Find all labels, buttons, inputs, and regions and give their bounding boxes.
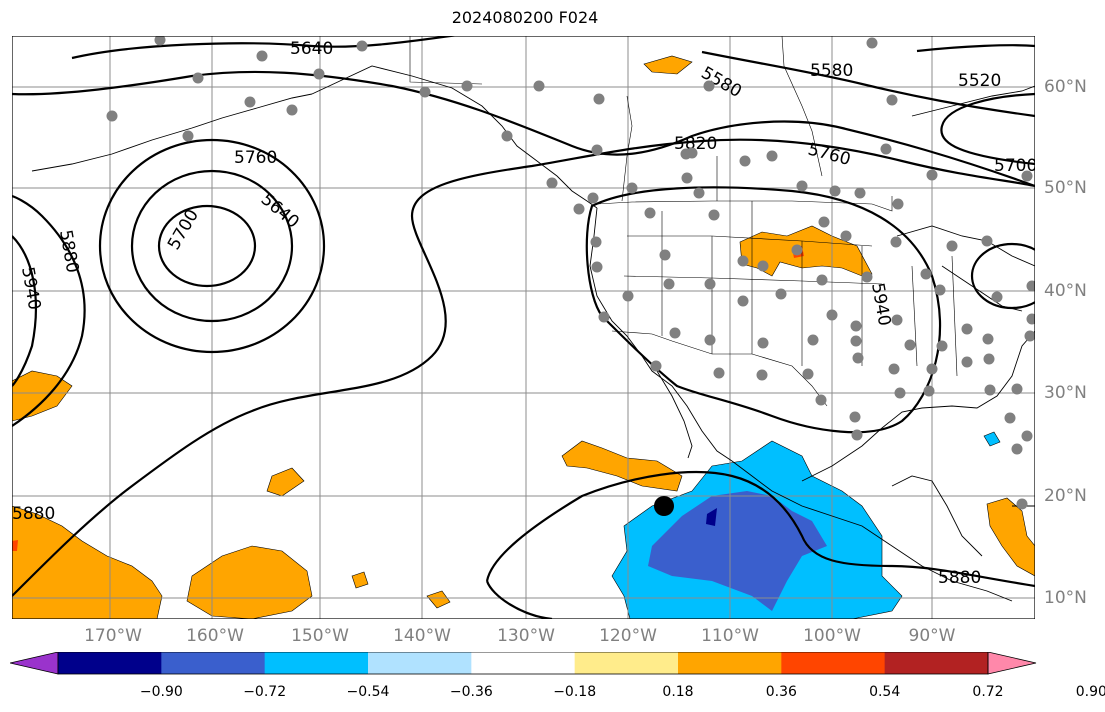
colorbar	[10, 652, 1037, 675]
political-borders	[409, 36, 958, 407]
colorbar-segment	[678, 652, 782, 674]
colorbar-tick-label: −0.36	[449, 684, 493, 700]
map-background	[12, 36, 1035, 619]
lat-label: 20°N	[1044, 486, 1087, 506]
colorbar-tick-label: 0.54	[869, 684, 901, 700]
contour-label: 5880	[12, 504, 55, 524]
colorbar-segment	[161, 652, 266, 674]
lat-label: 60°N	[1044, 77, 1087, 97]
colorbar-segment	[58, 652, 162, 674]
storm-center-marker	[654, 496, 674, 516]
lon-label: 120°W	[599, 626, 657, 646]
colorbar-segment	[264, 652, 369, 674]
positive-anomaly-baja	[561, 440, 683, 492]
lat-label: 50°N	[1044, 178, 1087, 198]
positive-anomaly-central-us	[739, 225, 873, 277]
anomaly-shading	[12, 55, 1035, 619]
map-panel: 5640 5580 5520 5820 5760 5760 5700 5700 …	[12, 36, 1035, 619]
contour-label: 5520	[958, 71, 1001, 91]
negative-anomaly-small	[983, 431, 1001, 447]
lon-label: 140°W	[393, 626, 451, 646]
colorbar-tick-label: −0.90	[139, 684, 183, 700]
positive-anomaly-small-2	[351, 571, 369, 589]
contour-label: 5580	[810, 61, 853, 81]
geopotential-map: 5640 5580 5520 5820 5760 5760 5700 5700 …	[12, 36, 1035, 619]
positive-anomaly-canada	[643, 55, 693, 75]
positive-anomaly-gulf	[986, 497, 1035, 577]
colorbar-tick-label: 0.72	[972, 684, 1004, 700]
lat-label: 10°N	[1044, 588, 1087, 608]
positive-anomaly-tropics	[186, 545, 313, 619]
lon-label: 130°W	[497, 626, 555, 646]
contour-label: 5880	[938, 568, 981, 588]
positive-anomaly-small-1	[426, 590, 451, 609]
lat-label: 40°N	[1044, 281, 1087, 301]
colorbar-tick-label: 0.90	[1075, 684, 1105, 700]
positive-anomaly-southwest	[12, 505, 163, 619]
graticule	[12, 36, 1035, 619]
colorbar-outline	[57, 652, 989, 675]
lon-label: 170°W	[84, 626, 142, 646]
colorbar-extend-high	[987, 652, 1037, 675]
colorbar-segment	[574, 652, 679, 674]
colorbar-tick-label: 0.36	[765, 684, 797, 700]
negative-anomaly-medium	[648, 491, 827, 611]
lon-label: 100°W	[803, 626, 861, 646]
map-title: 2024080200 F024	[451, 8, 599, 27]
lat-label: 30°N	[1044, 383, 1087, 403]
colorbar-tick-label: −0.18	[553, 684, 597, 700]
contour-label: 5760	[234, 148, 277, 168]
strong-anomaly-edge	[12, 540, 18, 551]
contour-label: 5640	[290, 39, 333, 59]
colorbar-segment	[781, 652, 886, 674]
station-markers	[106, 36, 1035, 510]
colorbar-segment	[471, 652, 576, 674]
lon-label: 160°W	[186, 626, 244, 646]
colorbar-extend-low	[10, 652, 59, 675]
colorbar-segment	[884, 652, 989, 674]
colorbar-tick-label: −0.72	[243, 684, 287, 700]
colorbar-tick-label: −0.54	[346, 684, 390, 700]
colorbar-segments	[10, 652, 1037, 675]
negative-anomaly-dark	[706, 508, 717, 526]
height-contours	[12, 36, 1035, 619]
colorbar-tick-label: 0.18	[662, 684, 694, 700]
lon-label: 110°W	[701, 626, 759, 646]
positive-anomaly-west	[12, 370, 73, 422]
lon-label: 150°W	[291, 626, 349, 646]
lon-label: 90°W	[908, 626, 956, 646]
positive-anomaly-small-3	[266, 467, 305, 497]
colorbar-segment	[368, 652, 472, 674]
